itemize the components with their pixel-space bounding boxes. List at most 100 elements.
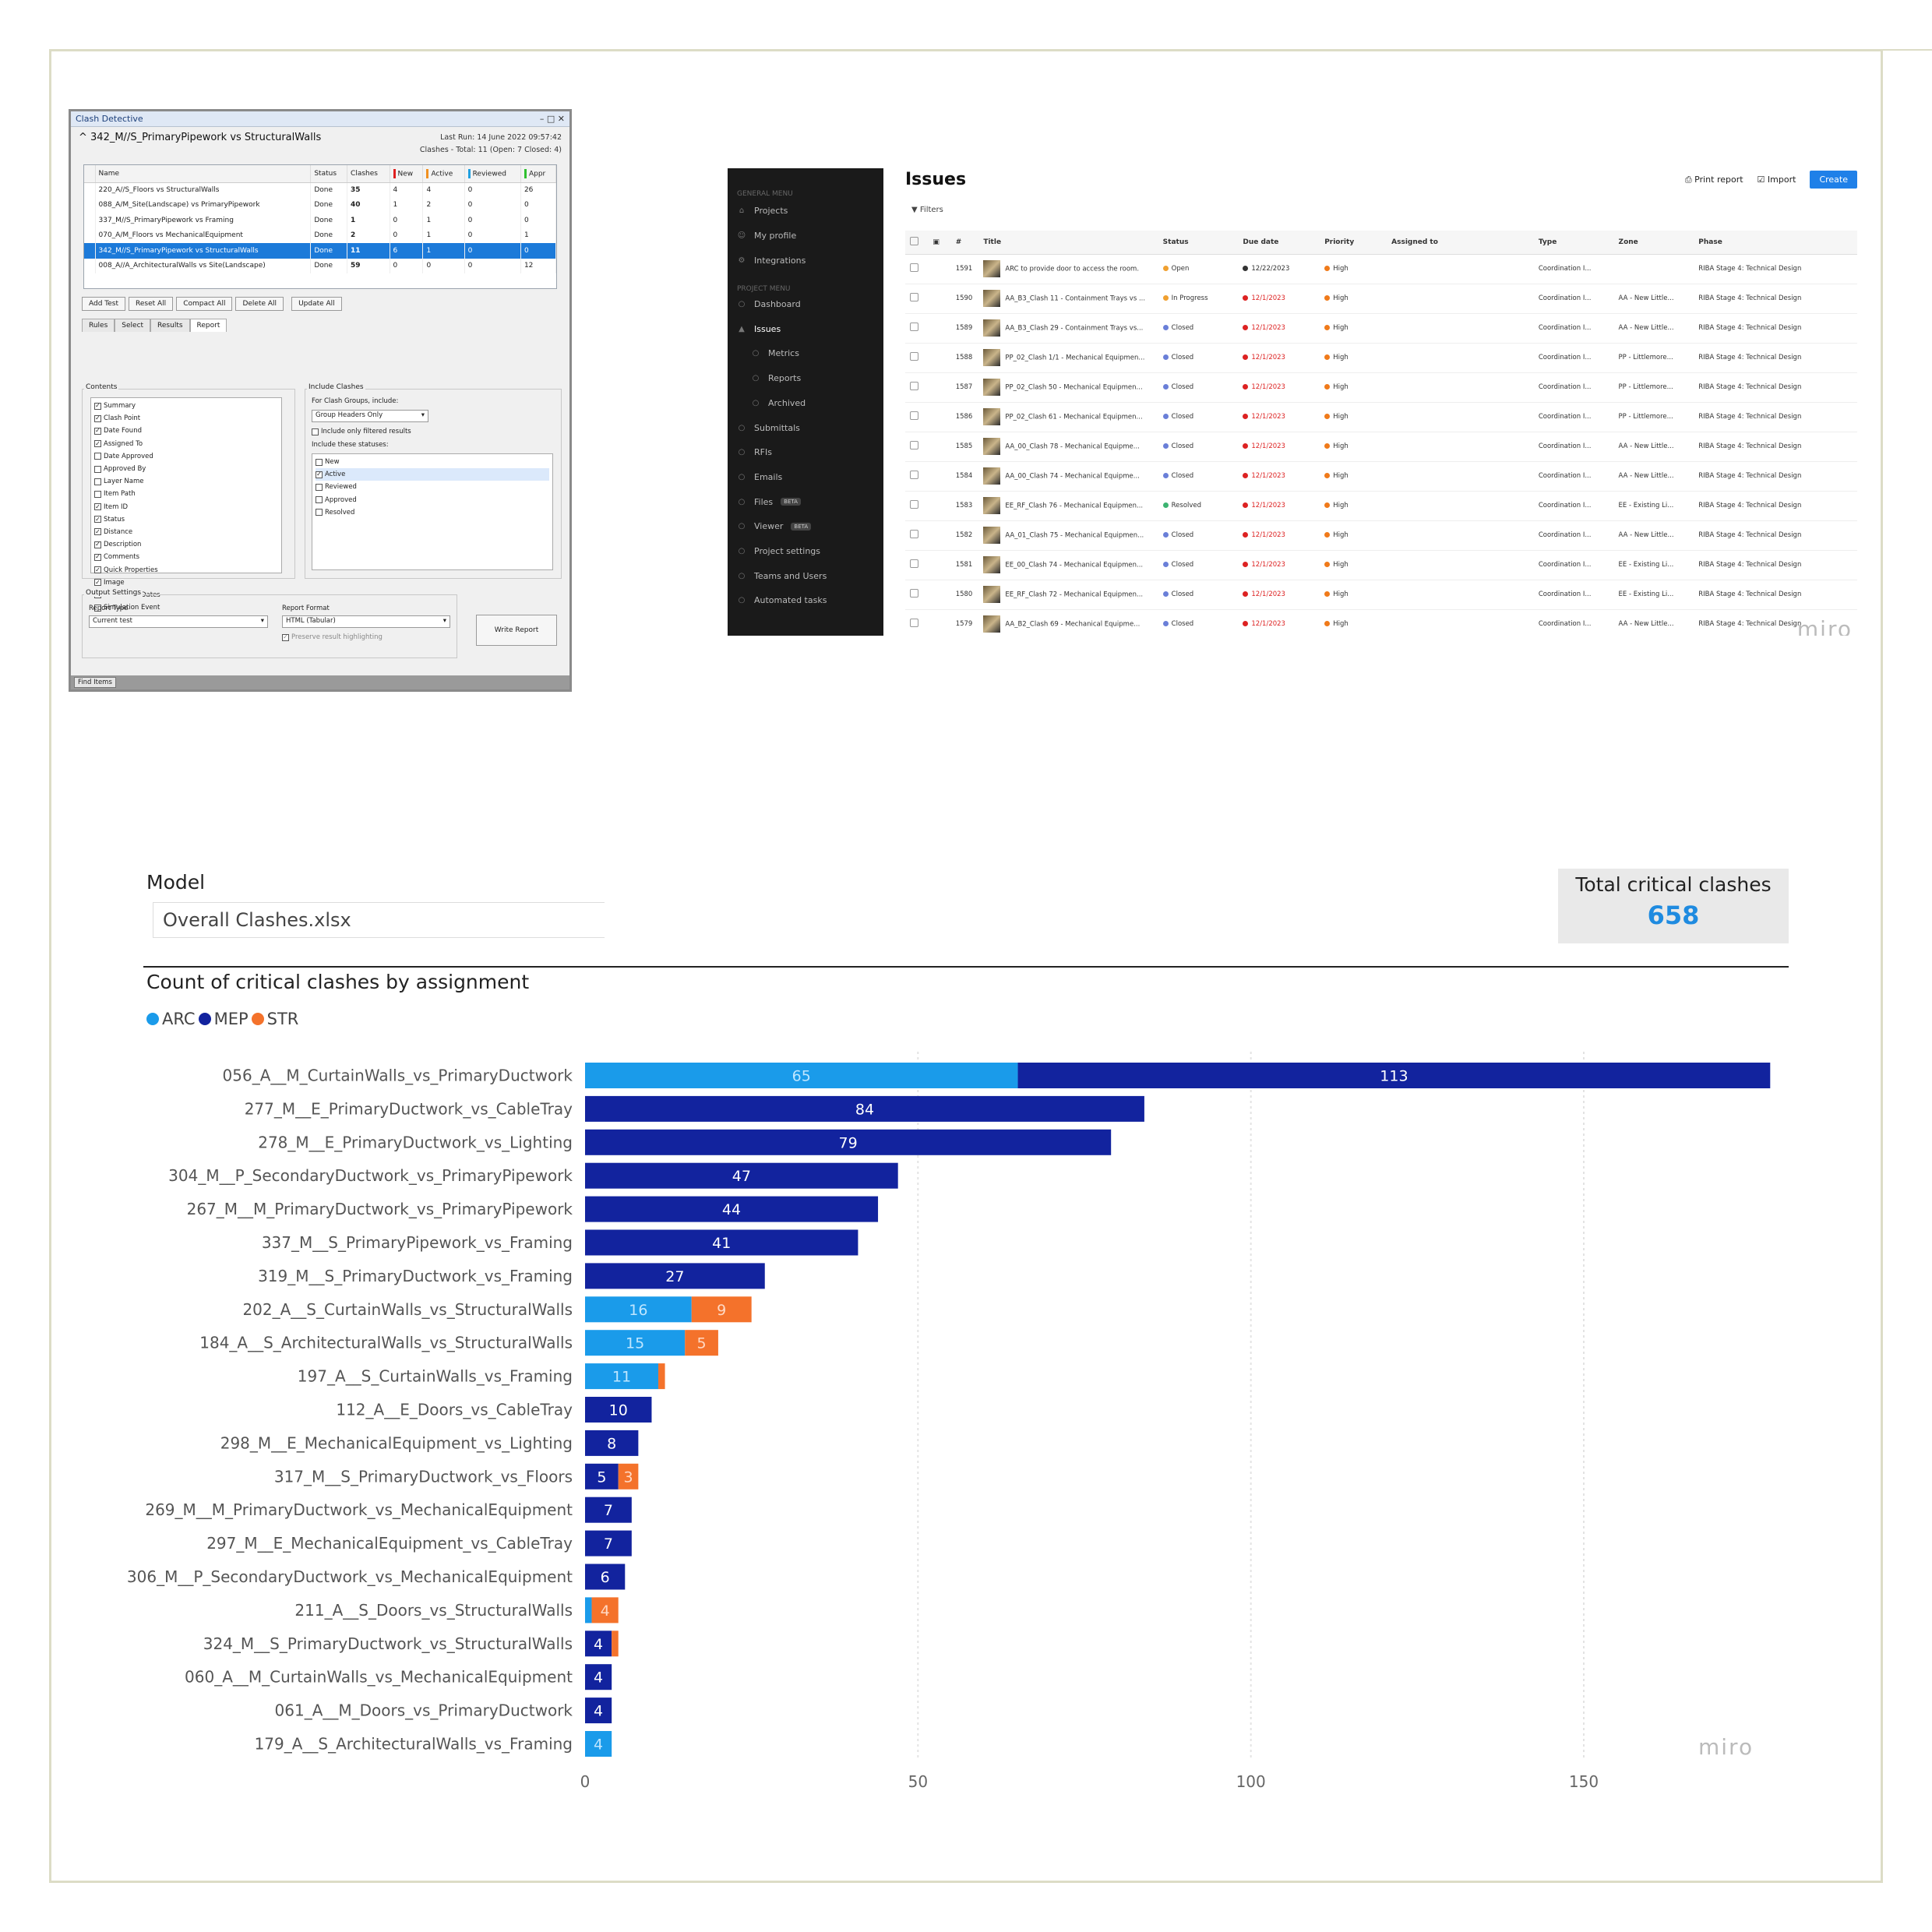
issue-row[interactable]: 1590 AA_B3_Clash 11 - Containment Trays v… [905,284,1857,314]
issues-column-header[interactable]: Due date [1238,231,1320,255]
checkbox-item[interactable]: ✓ Image [94,576,278,589]
row-checkbox[interactable] [910,382,918,390]
nav-dashboard[interactable]: ○ Dashboard [738,299,801,309]
nav-submittals[interactable]: ○ Submittals [738,422,800,433]
row-select[interactable] [905,491,929,521]
cd-column-header[interactable]: Active [422,165,465,183]
cd-button-compact-all[interactable]: Compact All [176,297,233,311]
issue-row[interactable]: 1591 ARC to provide door to access the ro… [905,254,1857,284]
legend-item-mep[interactable]: MEP [198,1010,249,1028]
nav-emails[interactable]: ○ Emails [738,471,783,482]
issue-row[interactable]: 1579 AA_B2_Clash 69 - Mechanical Equipme.… [905,609,1857,636]
print-report-button[interactable]: ⎙ Print report [1684,174,1743,185]
cd-column-header[interactable]: Name [95,165,312,183]
row-select[interactable] [905,609,929,636]
issue-row[interactable]: 1589 AA_B3_Clash 29 - Containment Trays v… [905,313,1857,344]
checkbox-item[interactable]: Simulation Event [94,601,278,614]
row-checkbox[interactable] [910,441,918,450]
tab-report[interactable]: Report [189,319,227,332]
select-all-checkbox[interactable] [910,236,918,245]
issues-column-header[interactable]: Status [1158,231,1239,255]
create-button[interactable]: Create [1810,171,1857,189]
row-select[interactable] [905,284,929,314]
nav-project-settings[interactable]: ○ Project settings [738,546,820,556]
checkbox-item[interactable]: New [316,456,549,468]
nav-rfis[interactable]: ○ RFIs [738,447,772,458]
checkbox-item[interactable]: ✓ Clash Point [94,412,278,425]
row-checkbox[interactable] [910,500,918,509]
issues-column-header[interactable]: Type [1533,231,1614,255]
checkbox-item[interactable]: ✓ Summary [94,400,278,412]
filtered-checkbox[interactable]: Include only filtered results [312,425,411,438]
row-select[interactable] [905,580,929,610]
cd-column-header[interactable]: New [390,165,424,183]
checkbox-item[interactable]: ✓ Status [94,513,278,526]
nav-viewer[interactable]: ○ Viewer BETA [737,521,877,531]
issue-title[interactable]: PP_02_Clash 61 - Mechanical Equipmen... [978,402,1158,432]
issue-title[interactable]: EE_RF_Clash 72 - Mechanical Equipmen... [978,580,1158,610]
nav-files[interactable]: ○ Files BETA [737,497,877,507]
row-checkbox[interactable] [910,411,918,420]
cd-button-reset-all[interactable]: Reset All [129,297,174,311]
issue-row[interactable]: 1586 PP_02_Clash 61 - Mechanical Equipmen… [905,402,1857,432]
tab-results[interactable]: Results [150,319,190,332]
legend-item-arc[interactable]: ARC [146,1010,196,1028]
issue-title[interactable]: EE_RF_Clash 76 - Mechanical Equipmen... [978,491,1158,521]
row-select[interactable] [905,520,929,551]
report-format-select[interactable]: HTML (Tabular) ▾ [282,615,450,628]
checkbox-item[interactable]: ✓ Assigned To [94,438,278,450]
nav-issues[interactable]: ▲ Issues [737,324,877,334]
row-select[interactable] [905,461,929,492]
row-checkbox[interactable] [910,559,918,568]
issues-column-header[interactable]: ▣ [928,231,951,255]
issue-title[interactable]: AA_00_Clash 74 - Mechanical Equipme... [978,461,1158,492]
issue-row[interactable]: 1582 AA_01_Clash 75 - Mechanical Equipmen… [905,520,1857,551]
issue-title[interactable]: AA_B3_Clash 29 - Containment Trays vs... [978,313,1158,344]
cd-column-header[interactable]: Appr [520,165,556,183]
checkbox-item[interactable]: ✓ Quick Properties [94,563,278,576]
row-select[interactable] [905,343,929,373]
row-checkbox[interactable] [910,263,918,272]
issue-title[interactable]: ARC to provide door to access the room. [978,254,1158,284]
issues-column-header[interactable]: Zone [1613,231,1694,255]
nav-reports[interactable]: ○ Reports [752,373,802,384]
issue-row[interactable]: 1581 EE_00_Clash 74 - Mechanical Equipmen… [905,550,1857,580]
issues-column-header[interactable]: # [950,231,979,255]
row-select[interactable] [905,254,929,284]
issue-title[interactable]: EE_00_Clash 74 - Mechanical Equipmen... [978,550,1158,580]
checkbox-item[interactable]: Date Approved [94,450,278,463]
issue-title[interactable]: PP_02_Clash 50 - Mechanical Equipmen... [978,372,1158,403]
issue-title[interactable]: AA_B3_Clash 11 - Containment Trays vs ..… [978,284,1158,314]
test-row[interactable]: 337_M//S_PrimaryPipework vs Framing Done 1… [84,213,556,228]
checkbox-item[interactable]: ✓ Date Found [94,425,278,437]
find-items-tab[interactable]: Find Items [74,677,116,688]
cd-column-header[interactable]: Reviewed [464,165,521,183]
test-row[interactable]: 088_A/M_Site(Landscape) vs PrimaryPipewo… [84,197,556,213]
issue-row[interactable]: 1585 AA_00_Clash 78 - Mechanical Equipme.… [905,432,1857,462]
report-type-select[interactable]: Current test ▾ [89,615,268,628]
test-row[interactable]: 008_A//A_ArchitecturalWalls vs Site(Land… [84,258,556,273]
checkbox-item[interactable]: Approved [316,494,549,506]
checkbox-item[interactable]: ✓ Item ID [94,501,278,513]
nav-teams-and-users[interactable]: ○ Teams and Users [738,570,827,581]
import-button[interactable]: ☑ Import [1757,175,1796,185]
cd-column-header[interactable]: Status [310,165,348,183]
test-row[interactable]: 342_M//S_PrimaryPipework vs StructuralWa… [84,243,556,259]
row-select[interactable] [905,550,929,580]
row-checkbox[interactable] [910,471,918,479]
row-select[interactable] [905,313,929,344]
issue-row[interactable]: 1583 EE_RF_Clash 76 - Mechanical Equipmen… [905,491,1857,521]
cd-column-header[interactable]: Clashes [347,165,390,183]
legend-item-str[interactable]: STR [251,1010,298,1028]
model-slicer[interactable]: Overall Clashes.xlsx [153,902,605,938]
nav-integrations[interactable]: ⚙ Integrations [738,256,806,266]
row-select[interactable] [905,372,929,403]
row-checkbox[interactable] [910,293,918,301]
issue-title[interactable]: PP_02_Clash 1/1 - Mechanical Equipmen... [978,343,1158,373]
nav-projects[interactable]: ⌂ Projects [737,206,877,216]
row-checkbox[interactable] [910,589,918,598]
write-report-button[interactable]: Write Report [476,615,557,646]
issues-column-header[interactable] [905,231,929,255]
issues-column-header[interactable]: Title [978,231,1158,255]
filters-button[interactable]: ▼ Filters [911,206,943,214]
